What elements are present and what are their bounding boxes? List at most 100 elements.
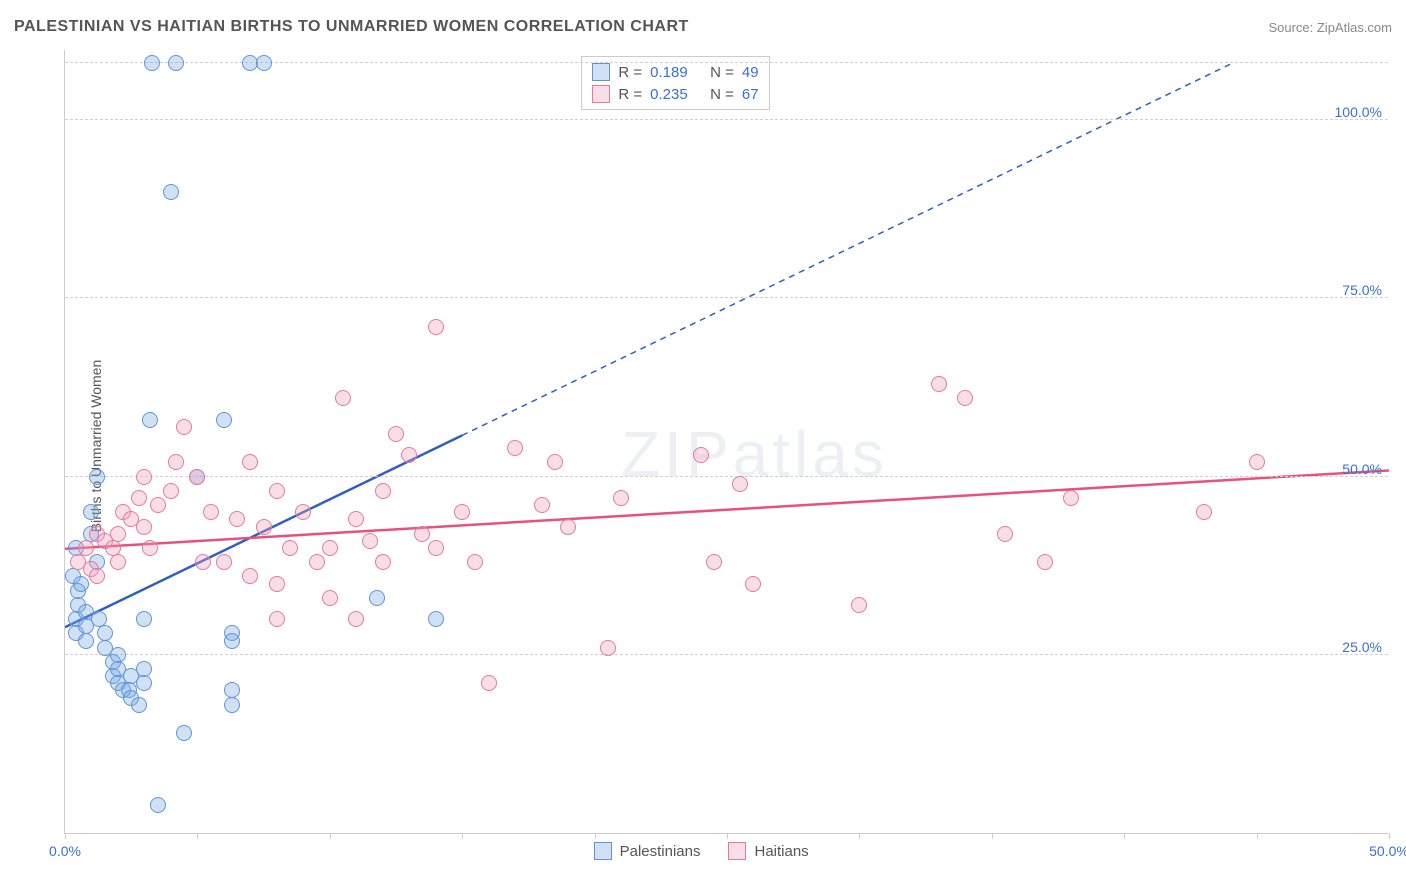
palestinians-point — [136, 675, 152, 691]
r-label: R = — [618, 64, 642, 81]
haitians-point — [732, 476, 748, 492]
x-tick — [330, 833, 331, 839]
haitians-point — [131, 490, 147, 506]
haitians-point — [242, 454, 258, 470]
palestinians-point — [369, 590, 385, 606]
haitians-point — [507, 440, 523, 456]
haitians-point — [242, 568, 258, 584]
haitians-point — [997, 526, 1013, 542]
palestinians-point — [78, 633, 94, 649]
legend-label: Palestinians — [620, 843, 701, 860]
haitians-point — [957, 390, 973, 406]
r-value: 0.189 — [650, 64, 702, 81]
haitians-point — [269, 576, 285, 592]
series-legend: Palestinians Haitians — [594, 842, 809, 860]
haitians-point — [195, 554, 211, 570]
haitians-point — [322, 540, 338, 556]
x-tick — [65, 833, 66, 839]
legend-label: Haitians — [754, 843, 808, 860]
haitians-point — [401, 447, 417, 463]
n-label: N = — [710, 86, 734, 103]
haitians-point — [78, 540, 94, 556]
x-tick — [992, 833, 993, 839]
haitians-point — [481, 675, 497, 691]
source-prefix: Source: — [1268, 20, 1316, 35]
x-tick — [1124, 833, 1125, 839]
haitians-point — [375, 554, 391, 570]
haitians-point — [600, 640, 616, 656]
y-tick-label: 50.0% — [1342, 461, 1382, 477]
haitians-point — [414, 526, 430, 542]
haitians-point — [189, 469, 205, 485]
haitians-swatch — [728, 842, 746, 860]
y-tick-label: 100.0% — [1335, 104, 1382, 120]
palestinians-point — [256, 55, 272, 71]
haitians-point — [745, 576, 761, 592]
legend-item-palestinians: Palestinians — [594, 842, 701, 860]
x-tick — [859, 833, 860, 839]
haitians-point — [1196, 504, 1212, 520]
haitians-point — [150, 497, 166, 513]
x-tick — [727, 833, 728, 839]
palestinians-point — [89, 469, 105, 485]
haitians-point — [110, 554, 126, 570]
haitians-point — [467, 554, 483, 570]
r-value: 0.235 — [650, 86, 702, 103]
haitians-swatch — [592, 85, 610, 103]
haitians-point — [168, 454, 184, 470]
source-name: ZipAtlas.com — [1317, 20, 1392, 35]
haitians-point — [388, 426, 404, 442]
haitians-trendline — [65, 471, 1389, 549]
palestinians-point — [83, 504, 99, 520]
palestinians-point — [224, 697, 240, 713]
haitians-point — [454, 504, 470, 520]
palestinians-point — [216, 412, 232, 428]
y-tick-label: 25.0% — [1342, 639, 1382, 655]
gridline — [65, 119, 1388, 120]
haitians-point — [1063, 490, 1079, 506]
haitians-point — [295, 504, 311, 520]
haitians-point — [282, 540, 298, 556]
correlation-legend: R =0.189N =49R =0.235N =67 — [581, 56, 769, 110]
haitians-point — [931, 376, 947, 392]
haitians-point — [693, 447, 709, 463]
chart-title: PALESTINIAN VS HAITIAN BIRTHS TO UNMARRI… — [14, 18, 689, 36]
haitians-point — [348, 611, 364, 627]
palestinians-point — [136, 661, 152, 677]
haitians-point — [203, 504, 219, 520]
legend-row-palestinians: R = 0.189 N = 49 — [592, 61, 758, 83]
haitians-point — [1249, 454, 1265, 470]
n-value: 49 — [742, 64, 759, 81]
legend-item-haitians: Haitians — [728, 842, 808, 860]
haitians-point — [362, 533, 378, 549]
haitians-point — [176, 419, 192, 435]
haitians-point — [216, 554, 232, 570]
palestinians-point — [163, 184, 179, 200]
haitians-point — [375, 483, 391, 499]
haitians-point — [163, 483, 179, 499]
haitians-point — [269, 611, 285, 627]
haitians-point — [309, 554, 325, 570]
haitians-point — [110, 526, 126, 542]
chart-container: PALESTINIAN VS HAITIAN BIRTHS TO UNMARRI… — [0, 0, 1406, 892]
trend-lines-layer — [65, 50, 1389, 834]
watermark: ZIPatlas — [621, 417, 888, 491]
palestinians-point — [150, 797, 166, 813]
haitians-point — [142, 540, 158, 556]
gridline — [65, 476, 1388, 477]
haitians-point — [335, 390, 351, 406]
haitians-point — [428, 319, 444, 335]
haitians-point — [322, 590, 338, 606]
n-label: N = — [710, 64, 734, 81]
y-tick-label: 75.0% — [1342, 282, 1382, 298]
haitians-point — [534, 497, 550, 513]
plot-area: ZIPatlas R =0.189N =49R =0.235N =67 25.0… — [64, 50, 1388, 834]
haitians-point — [256, 519, 272, 535]
x-tick-label: 50.0% — [1369, 843, 1406, 859]
gridline — [65, 297, 1388, 298]
palestinians-point — [224, 633, 240, 649]
x-tick — [595, 833, 596, 839]
haitians-point — [613, 490, 629, 506]
palestinians-point — [428, 611, 444, 627]
haitians-point — [428, 540, 444, 556]
